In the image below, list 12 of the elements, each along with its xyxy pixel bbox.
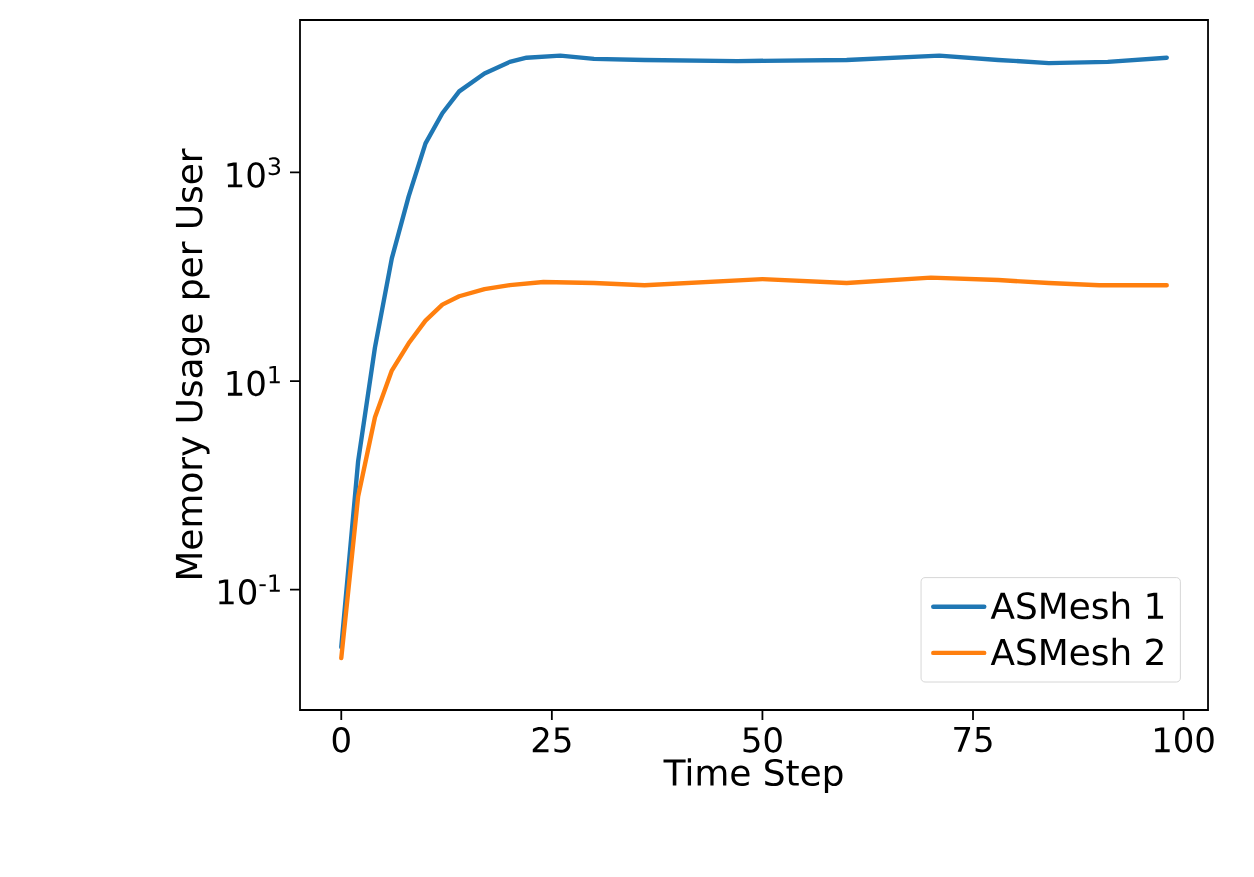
y-tick-label: 10$^{-1}$ (218, 574, 280, 605)
x-tick-label: 50 (743, 727, 782, 753)
y-axis-title: Memory Usage per User (175, 148, 210, 579)
x-tick-label: 75 (954, 727, 992, 753)
y-tick-label: 10$^{3}$ (227, 157, 281, 188)
x-tick-label: 100 (1154, 727, 1214, 753)
legend-label: ASMesh 1 (990, 591, 1164, 620)
y-tick-label: 10$^{1}$ (227, 365, 280, 397)
x-tick-label: 0 (332, 727, 350, 753)
legend-label: ASMesh 2 (990, 637, 1163, 666)
x-tick-label: 25 (532, 727, 571, 753)
x-axis-title: Time Step (663, 758, 843, 794)
